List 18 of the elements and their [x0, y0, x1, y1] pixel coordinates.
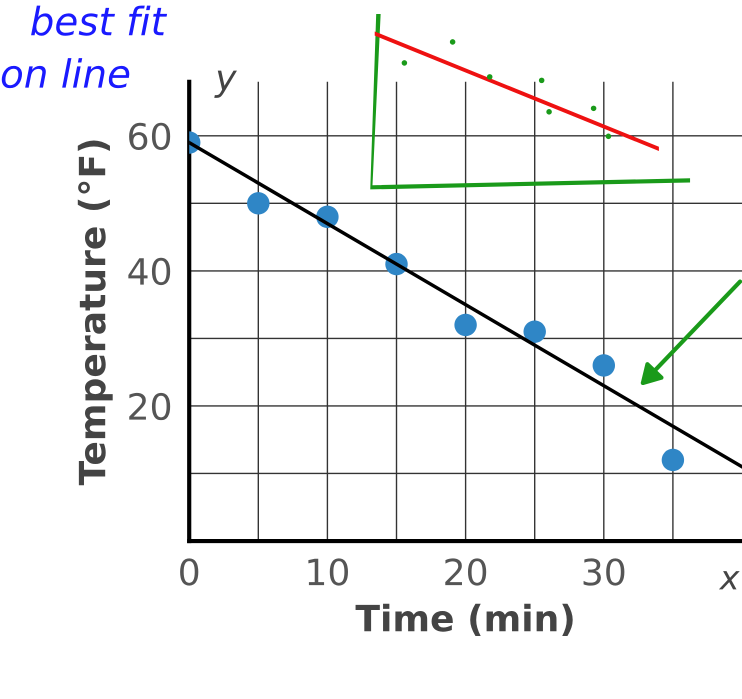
point: [247, 192, 270, 215]
y-tick-label: 20: [129, 392, 170, 420]
text: best fit: [31, 6, 168, 36]
y-tick-label: 40: [128, 258, 170, 286]
x-tick-label: 0: [180, 558, 198, 586]
x-axis-title: Time (min): [356, 604, 573, 636]
x-tick-label: 30: [584, 558, 624, 586]
y-tick-label: 60: [129, 122, 170, 150]
point: [662, 448, 684, 472]
y-axis-title: Temperature (°F): [78, 140, 113, 486]
x-tick-label: 20: [445, 558, 486, 586]
point: [524, 320, 546, 343]
x-tick-label: 10: [308, 558, 348, 586]
text: on line: [2, 58, 130, 88]
point: [454, 314, 477, 336]
text: x: [718, 571, 740, 590]
annotation: y: [214, 70, 237, 98]
point: [592, 354, 615, 377]
